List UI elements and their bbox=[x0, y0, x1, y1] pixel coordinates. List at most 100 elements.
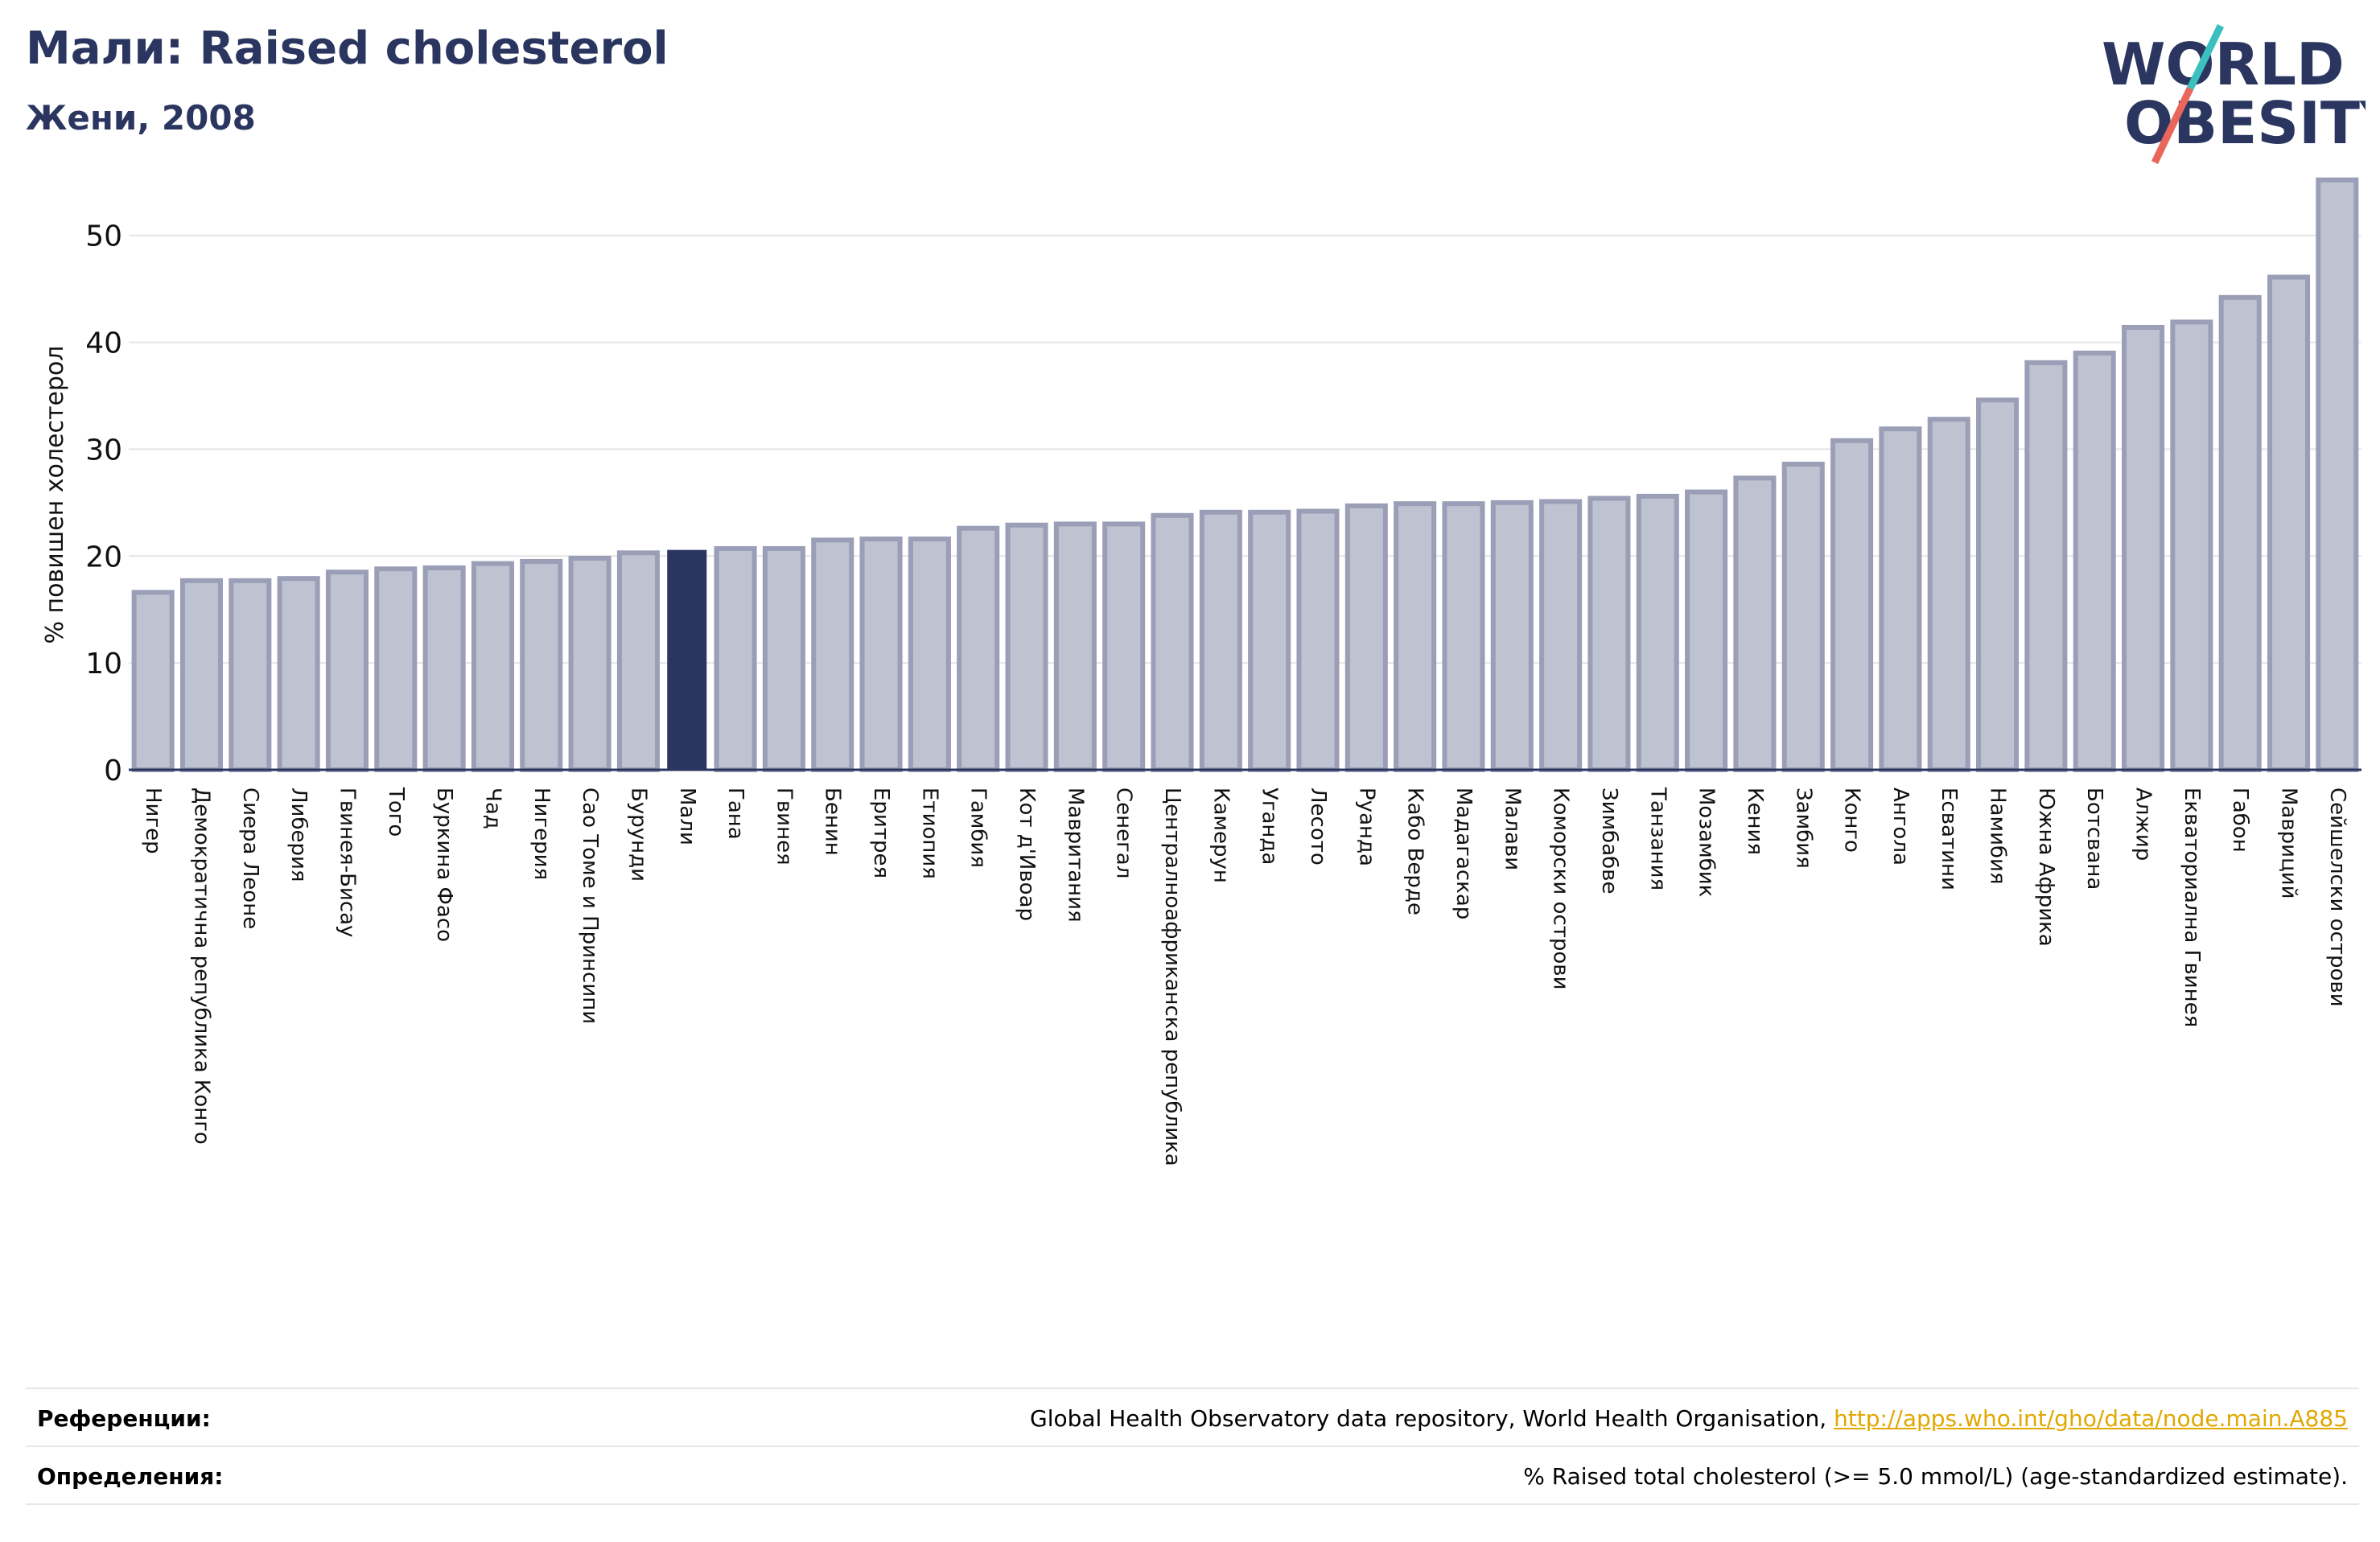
y-tick-label: 50 bbox=[85, 220, 122, 253]
bar bbox=[1879, 426, 1922, 773]
category-label: Сейшелски острови bbox=[2325, 787, 2349, 1007]
bar bbox=[2218, 294, 2262, 772]
bar bbox=[2316, 177, 2359, 772]
category-label: Екваториална Гвинея bbox=[2180, 787, 2204, 1027]
category-label: Танзания bbox=[1645, 787, 1670, 890]
category-label: Габон bbox=[2228, 787, 2252, 853]
y-axis-title: % повишен холестерол bbox=[41, 346, 69, 644]
bar bbox=[1344, 503, 1388, 772]
bar bbox=[1927, 417, 1970, 772]
category-label: Бенин bbox=[821, 787, 845, 856]
category-label: Лесото bbox=[1306, 787, 1330, 866]
bar bbox=[422, 565, 466, 773]
logo-slash-top-icon bbox=[2186, 24, 2225, 90]
references-text: Global Health Observatory data repositor… bbox=[1030, 1405, 1834, 1432]
y-tick-label: 20 bbox=[85, 541, 122, 574]
bar-chart: 0 10 20 30 40 50 Нигер Демократична република … bbox=[41, 177, 2361, 1166]
bar bbox=[2073, 350, 2116, 773]
references-value: Global Health Observatory data repositor… bbox=[1030, 1405, 2348, 1432]
bar bbox=[2170, 319, 2213, 773]
references-row: Референции: Global Health Observatory da… bbox=[26, 1388, 2359, 1445]
definitions-value: % Raised total cholesterol (>= 5.0 mmol/… bbox=[1523, 1463, 2348, 1490]
category-label: Есватини bbox=[1937, 787, 1961, 890]
bar bbox=[2024, 360, 2068, 772]
category-label: Намибия bbox=[1986, 787, 2010, 885]
bar bbox=[1733, 475, 1777, 772]
category-label: Ботсвана bbox=[2082, 787, 2106, 890]
bar bbox=[2267, 274, 2311, 772]
category-label: Мали bbox=[675, 787, 699, 845]
bar bbox=[1442, 501, 1485, 773]
category-label: Гвинея bbox=[772, 787, 796, 866]
bar bbox=[520, 558, 563, 773]
bar bbox=[1685, 489, 1728, 772]
references-label: Референции: bbox=[37, 1405, 211, 1432]
category-label: Буркина Фасо bbox=[432, 787, 456, 942]
bar bbox=[1587, 495, 1631, 772]
category-label: Южна Африка bbox=[2034, 787, 2058, 947]
bar bbox=[568, 555, 611, 772]
category-label: Еритрея bbox=[869, 787, 893, 878]
bar bbox=[762, 545, 805, 772]
bar bbox=[1781, 462, 1825, 772]
category-label: Нигер bbox=[141, 787, 165, 854]
category-label: Камерун bbox=[1209, 787, 1233, 883]
category-label: Гамбия bbox=[966, 787, 990, 868]
category-label: Етиопия bbox=[917, 787, 941, 879]
category-label: Кабо Верде bbox=[1403, 787, 1427, 915]
bar bbox=[1539, 499, 1583, 772]
category-label: Коморски острови bbox=[1549, 787, 1573, 990]
bar bbox=[1976, 397, 2020, 772]
logo-slash-bottom-icon bbox=[2151, 87, 2194, 164]
category-label: Того bbox=[384, 787, 408, 837]
category-label: Кения bbox=[1743, 787, 1767, 855]
category-label: Конго bbox=[1840, 787, 1864, 853]
bar bbox=[1830, 438, 1874, 772]
category-label: Бурунди bbox=[626, 787, 650, 882]
category-label: Демократична република Конго bbox=[189, 787, 213, 1145]
category-label: Мавритания bbox=[1063, 787, 1087, 923]
category-label: Руанда bbox=[1354, 787, 1378, 866]
bar bbox=[277, 576, 320, 773]
category-label: Малави bbox=[1500, 787, 1524, 870]
category-label: Сао Томе и Принсипи bbox=[578, 787, 602, 1024]
bar bbox=[1636, 493, 1679, 773]
category-label: Сенегал bbox=[1112, 787, 1136, 878]
bar-highlight bbox=[667, 549, 707, 771]
category-labels: Нигер Демократична република Конго Сиера Л… bbox=[141, 787, 2349, 1166]
category-label: Мавриций bbox=[2277, 787, 2301, 899]
bar bbox=[1053, 521, 1097, 773]
category-label: Уганда bbox=[1258, 787, 1282, 865]
category-label: Гана bbox=[723, 787, 747, 840]
y-tick-label: 10 bbox=[85, 648, 122, 681]
category-label: Зимбабве bbox=[1597, 787, 1621, 894]
bar bbox=[811, 537, 854, 772]
bar bbox=[908, 537, 951, 772]
bar bbox=[859, 537, 903, 772]
chart-subtitle: Жени, 2008 bbox=[26, 98, 256, 138]
category-label: Чад bbox=[480, 787, 504, 829]
category-label: Алжир bbox=[2131, 787, 2156, 861]
bar bbox=[1490, 500, 1534, 772]
bars bbox=[131, 177, 2359, 773]
y-tick-label: 0 bbox=[104, 755, 122, 787]
category-label: Мадагаскар bbox=[1451, 787, 1476, 919]
bar bbox=[1199, 509, 1242, 772]
category-label: Централноафриканска република bbox=[1160, 787, 1184, 1166]
world-obesity-logo: WORLD OBESITY bbox=[2102, 24, 2366, 164]
bar bbox=[131, 590, 175, 773]
bar bbox=[1248, 509, 1291, 772]
bar bbox=[471, 561, 514, 772]
category-label: Мозамбик bbox=[1694, 787, 1719, 897]
bar bbox=[1151, 512, 1194, 772]
bar bbox=[957, 525, 1000, 772]
category-label: Гвинея-Бисау bbox=[335, 787, 359, 937]
definitions-label: Определения: bbox=[37, 1463, 224, 1490]
bar bbox=[229, 578, 272, 772]
category-label: Нигерия bbox=[529, 787, 554, 880]
bar bbox=[1005, 522, 1048, 772]
bar bbox=[374, 566, 418, 772]
logo-line1: WORLD bbox=[2102, 31, 2345, 98]
references-link[interactable]: http://apps.who.int/gho/data/node.main.A… bbox=[1834, 1405, 2348, 1432]
bar bbox=[2122, 324, 2165, 772]
